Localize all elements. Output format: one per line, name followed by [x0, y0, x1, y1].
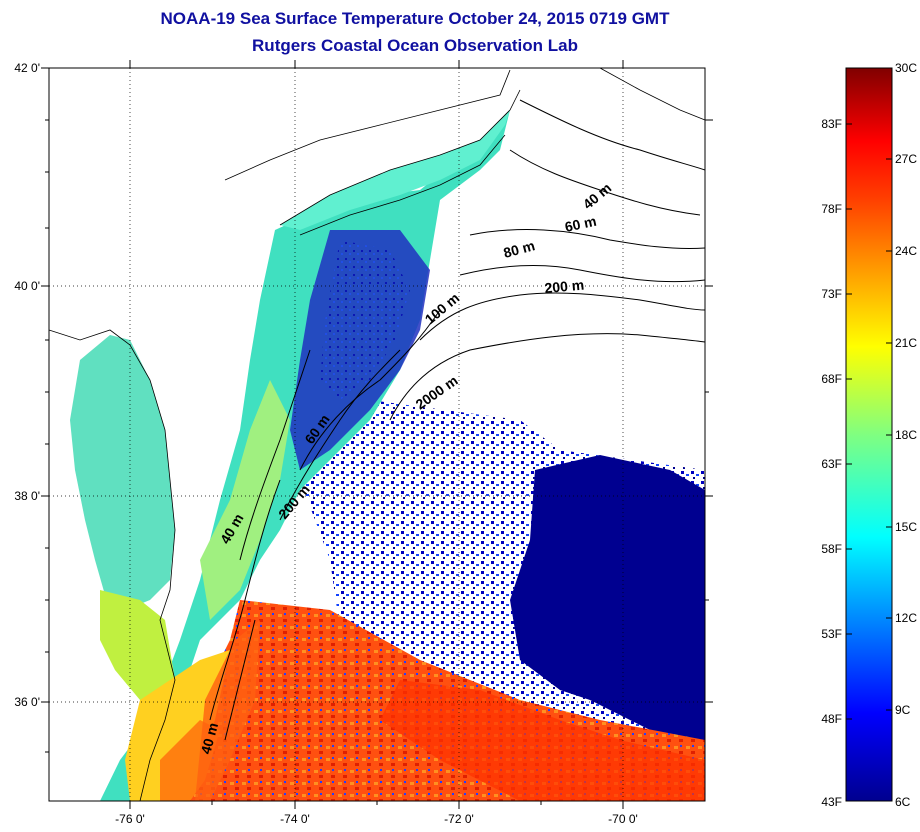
colorbar-celsius-label: 12C	[895, 611, 918, 625]
graticule	[49, 68, 705, 801]
colorbar-ticks	[846, 123, 892, 720]
colorbar-fahrenheit-label: 78F	[821, 202, 842, 216]
isobath-label: 40 m	[197, 721, 221, 756]
colorbar-fahrenheit-label: 73F	[821, 287, 842, 301]
colorbar-fahrenheit-label: 43F	[821, 795, 842, 809]
lat-label: 40 0'	[14, 279, 40, 293]
lon-label: -76 0'	[115, 812, 145, 826]
colorbar	[845, 67, 893, 802]
colorbar-celsius-label: 30C	[895, 61, 918, 75]
sst-image	[70, 110, 705, 801]
isobath-contours	[209, 99, 706, 741]
colorbar-fahrenheit-label: 63F	[821, 457, 842, 471]
colorbar-fahrenheit-label: 53F	[821, 627, 842, 641]
colorbar-celsius-label: 6C	[895, 795, 911, 809]
map-title: NOAA-19 Sea Surface Temperature October …	[160, 9, 670, 28]
coastline	[48, 67, 706, 802]
lat-label: 36 0'	[14, 695, 40, 709]
isobath-label: 60 m	[563, 213, 598, 235]
colorbar-fahrenheit-label: 58F	[821, 542, 842, 556]
colorbar-fahrenheit-label: 48F	[821, 712, 842, 726]
colorbar-fahrenheit-label: 83F	[821, 117, 842, 131]
lon-label: -74 0'	[280, 812, 310, 826]
colorbar-celsius-label: 27C	[895, 152, 918, 166]
colorbar-celsius-label: 18C	[895, 428, 918, 442]
map-subtitle: Rutgers Coastal Ocean Observation Lab	[252, 36, 578, 55]
lat-label: 42 0'	[14, 61, 40, 75]
colorbar-celsius-label: 9C	[895, 703, 911, 717]
colorbar-celsius-label: 15C	[895, 520, 918, 534]
lon-label: -70 0'	[608, 812, 638, 826]
isobath-label: 80 m	[502, 237, 537, 261]
colorbar-fahrenheit-label: 68F	[821, 372, 842, 386]
colorbar-celsius-label: 21C	[895, 336, 918, 350]
lon-label: -72 0'	[444, 812, 474, 826]
colorbar-celsius-label: 24C	[895, 244, 918, 258]
isobath-label: 200 m	[544, 277, 585, 296]
tick-marks	[41, 60, 713, 809]
lat-label: 38 0'	[14, 489, 40, 503]
